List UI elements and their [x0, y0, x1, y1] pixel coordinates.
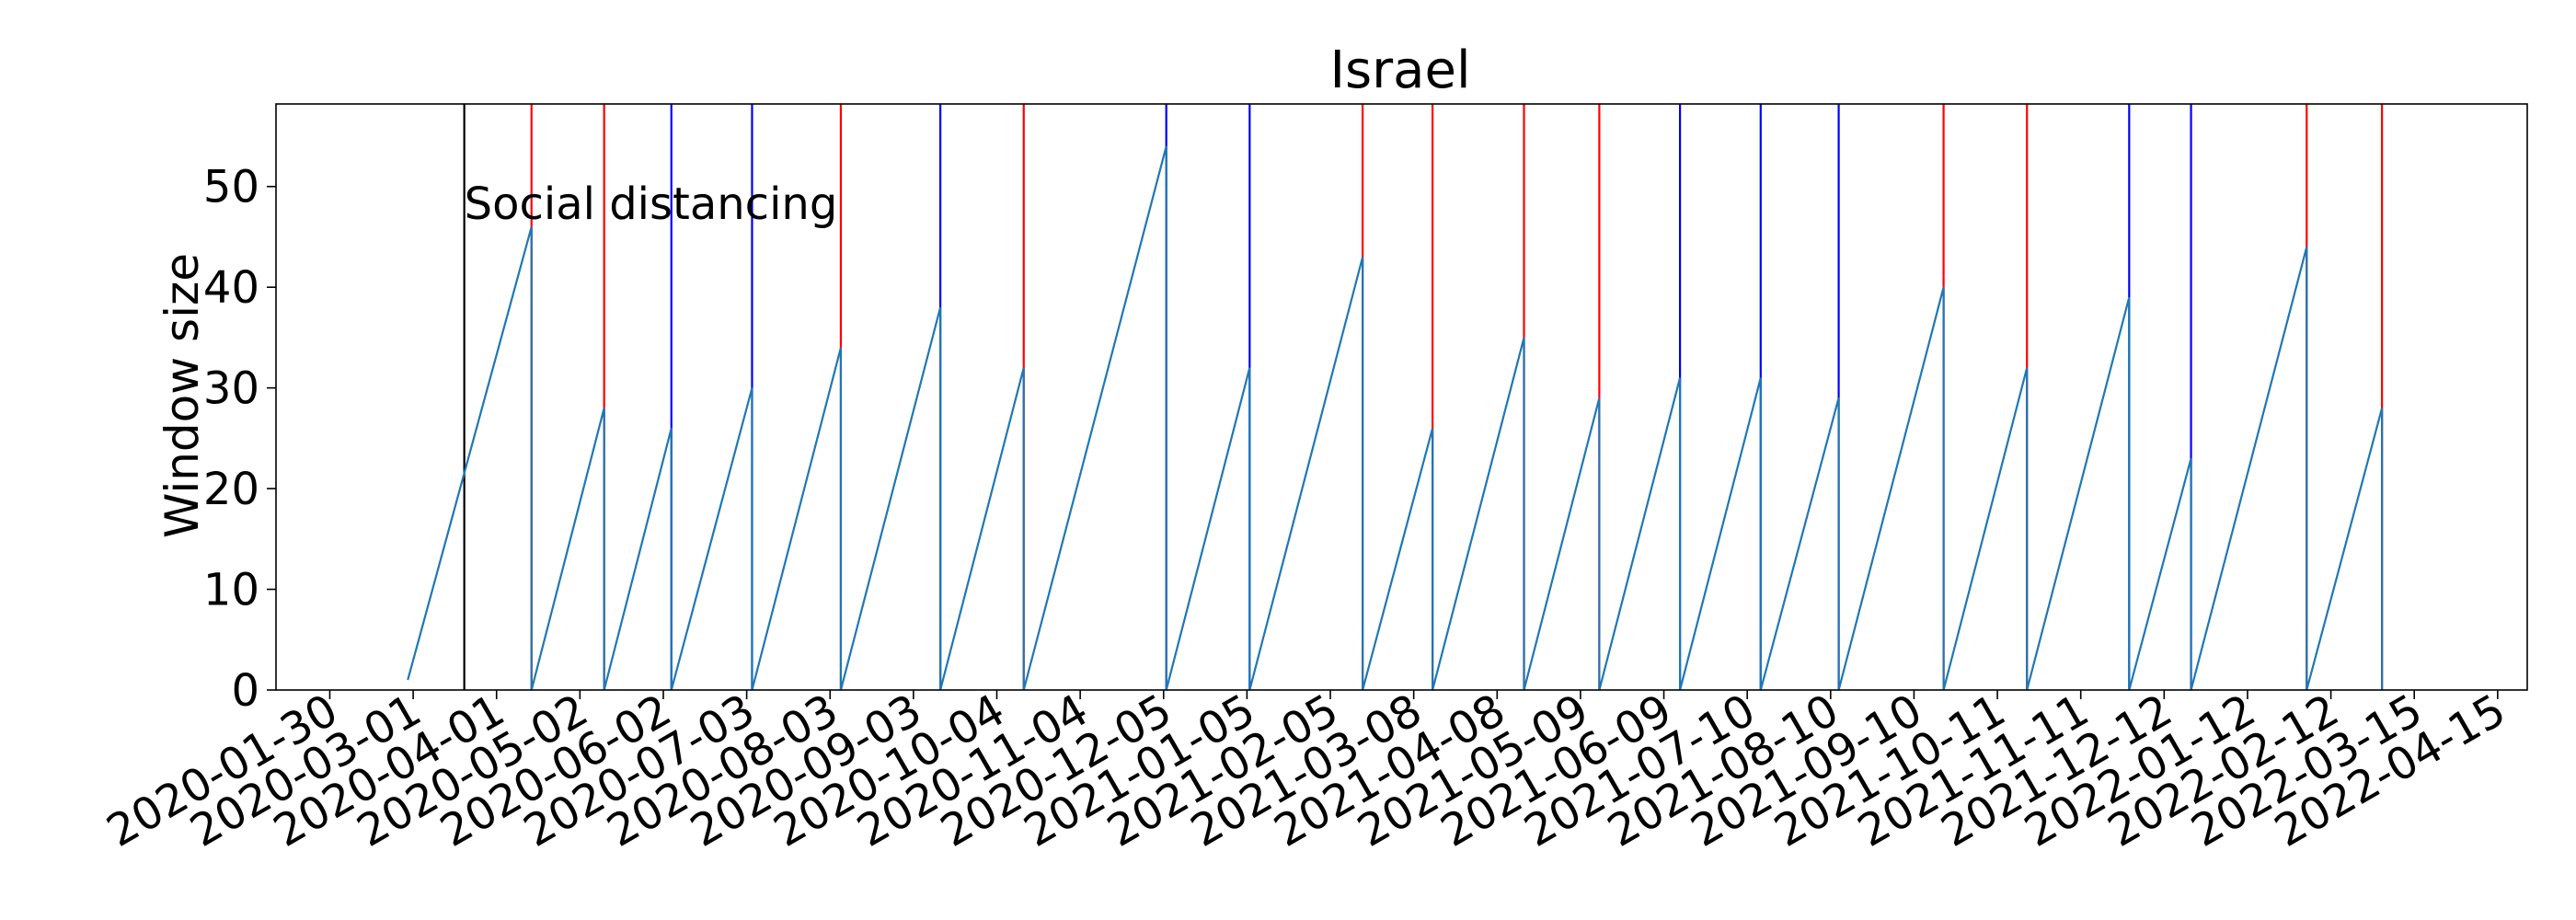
- y-tick-label: 30: [203, 363, 259, 415]
- chart-title: Israel: [1329, 40, 1470, 100]
- y-tick-label: 10: [203, 565, 259, 616]
- annotation-label: Social distancing: [465, 178, 838, 230]
- y-tick-label: 0: [231, 665, 259, 717]
- y-tick-label: 40: [203, 262, 259, 314]
- y-tick-label: 50: [203, 162, 259, 213]
- plot-area: 010203040502020-01-302020-03-012020-04-0…: [98, 103, 2528, 857]
- y-tick-label: 20: [203, 464, 259, 515]
- axes-frame: [275, 103, 2528, 691]
- y-axis-label: Window size: [155, 253, 209, 538]
